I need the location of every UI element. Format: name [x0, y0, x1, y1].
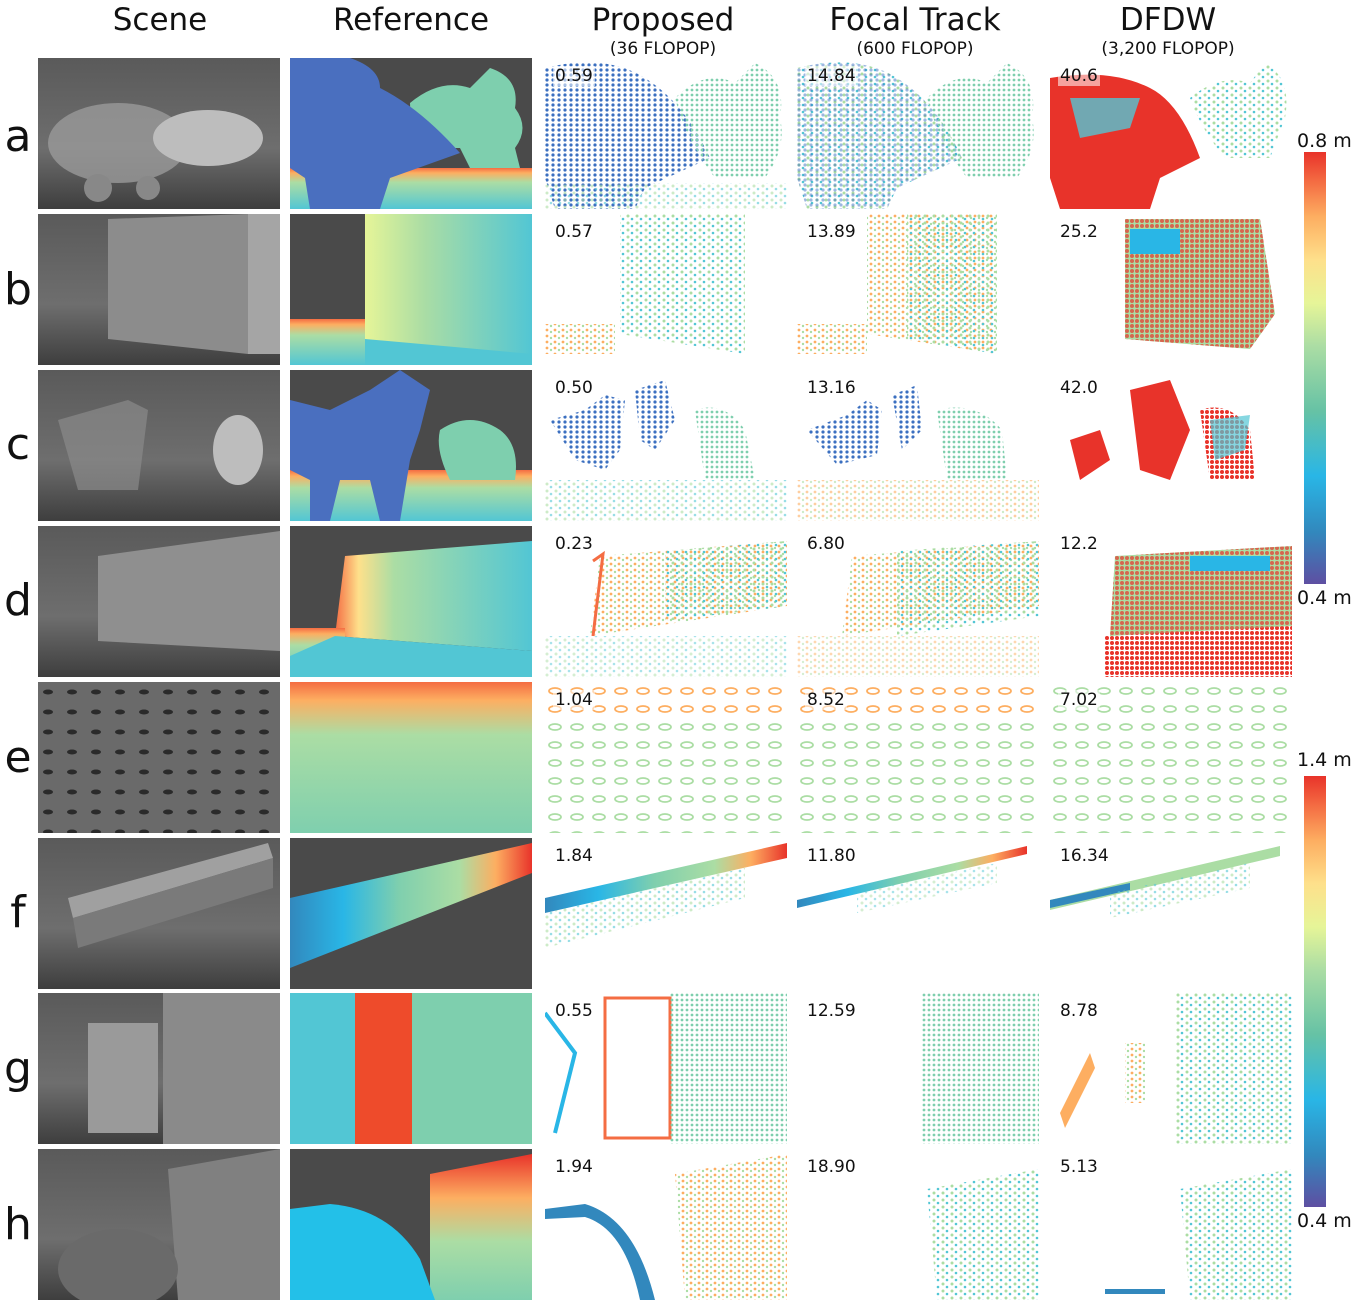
scene-image-e — [38, 682, 280, 833]
row-label: b — [4, 264, 32, 315]
scene-image-h — [38, 1149, 280, 1300]
error-value: 0.59 — [553, 66, 595, 86]
error-value: 6.80 — [805, 534, 847, 554]
error-value: 40.6 — [1058, 66, 1100, 86]
error-value: 7.02 — [1058, 690, 1100, 710]
error-value: 16.34 — [1058, 846, 1111, 866]
focal-track-depth-a: 14.84 — [797, 58, 1039, 209]
column-title: Scene — [112, 2, 208, 38]
focal-track-depth-f: 11.80 — [797, 838, 1039, 989]
error-value: 12.2 — [1058, 534, 1100, 554]
reference-depth-c — [290, 370, 532, 521]
scene-image-a — [38, 58, 280, 209]
column-title: Focal Track — [829, 2, 1001, 38]
scene-image-d — [38, 526, 280, 677]
proposed-depth-d: 0.23 — [545, 526, 787, 677]
dfdw-depth-d: 12.2 — [1050, 526, 1292, 677]
error-value: 18.90 — [805, 1157, 858, 1177]
error-value: 1.84 — [553, 846, 595, 866]
proposed-depth-a: 0.59 — [545, 58, 787, 209]
column-header-scene: Scene — [35, 0, 285, 40]
reference-depth-f — [290, 838, 532, 989]
dfdw-depth-a: 40.6 — [1050, 58, 1292, 209]
focal-track-depth-c: 13.16 — [797, 370, 1039, 521]
scene-image-b — [38, 214, 280, 365]
reference-depth-g — [290, 993, 532, 1144]
focal-track-depth-g: 12.59 — [797, 993, 1039, 1144]
column-header-dfdw: DFDW (3,200 FLOPOP) — [1043, 0, 1293, 58]
dfdw-depth-g: 8.78 — [1050, 993, 1292, 1144]
focal-track-depth-e: 8.52 — [797, 682, 1039, 833]
row-label: h — [4, 1199, 32, 1250]
scene-image-c — [38, 370, 280, 521]
focal-track-depth-d: 6.80 — [797, 526, 1039, 677]
error-value: 5.13 — [1058, 1157, 1100, 1177]
reference-depth-h — [290, 1149, 532, 1300]
scene-image-f — [38, 838, 280, 989]
dfdw-depth-b: 25.2 — [1050, 214, 1292, 365]
reference-depth-a — [290, 58, 532, 209]
row-label: d — [4, 575, 32, 626]
colorbar-top — [1304, 152, 1326, 584]
column-header-reference: Reference — [286, 0, 536, 40]
reference-depth-b — [290, 214, 532, 365]
dfdw-depth-h: 5.13 — [1050, 1149, 1292, 1300]
colorbar-bottom-max-label: 1.4 m — [1297, 749, 1352, 771]
error-value: 1.94 — [553, 1157, 595, 1177]
column-title: Proposed — [591, 2, 735, 38]
colorbar-bottom — [1304, 776, 1326, 1207]
column-title: DFDW — [1119, 2, 1217, 38]
row-label: e — [4, 732, 32, 783]
error-value: 1.04 — [553, 690, 595, 710]
scene-image-g — [38, 993, 280, 1144]
column-subtitle: (600 FLOPOP) — [856, 39, 974, 59]
error-value: 13.89 — [805, 222, 858, 242]
proposed-depth-f: 1.84 — [545, 838, 787, 989]
error-value: 12.59 — [805, 1001, 858, 1021]
row-label: g — [4, 1043, 32, 1094]
error-value: 8.78 — [1058, 1001, 1100, 1021]
error-value: 13.16 — [805, 378, 858, 398]
proposed-depth-e: 1.04 — [545, 682, 787, 833]
reference-depth-d — [290, 526, 532, 677]
proposed-depth-h: 1.94 — [545, 1149, 787, 1300]
error-value: 0.57 — [553, 222, 595, 242]
proposed-depth-g: 0.55 — [545, 993, 787, 1144]
error-value: 0.50 — [553, 378, 595, 398]
error-value: 8.52 — [805, 690, 847, 710]
focal-track-depth-b: 13.89 — [797, 214, 1039, 365]
proposed-depth-b: 0.57 — [545, 214, 787, 365]
column-subtitle: (36 FLOPOP) — [609, 39, 717, 59]
colorbar-bottom-min-label: 0.4 m — [1297, 1210, 1352, 1232]
focal-track-depth-h: 18.90 — [797, 1149, 1039, 1300]
row-label: a — [4, 111, 32, 162]
column-header-focal-track: Focal Track (600 FLOPOP) — [790, 0, 1040, 58]
column-title: Reference — [332, 2, 490, 38]
dfdw-depth-e: 7.02 — [1050, 682, 1292, 833]
reference-depth-e — [290, 682, 532, 833]
column-subtitle: (3,200 FLOPOP) — [1101, 39, 1235, 59]
error-value: 0.55 — [553, 1001, 595, 1021]
row-label: c — [5, 419, 31, 470]
dfdw-depth-c: 42.0 — [1050, 370, 1292, 521]
error-value: 11.80 — [805, 846, 858, 866]
colorbar-top-max-label: 0.8 m — [1297, 130, 1352, 152]
error-value: 0.23 — [553, 534, 595, 554]
proposed-depth-c: 0.50 — [545, 370, 787, 521]
dfdw-depth-f: 16.34 — [1050, 838, 1292, 989]
row-label: f — [10, 887, 26, 938]
error-value: 14.84 — [805, 66, 858, 86]
error-value: 25.2 — [1058, 222, 1100, 242]
column-header-proposed: Proposed (36 FLOPOP) — [538, 0, 788, 58]
colorbar-top-min-label: 0.4 m — [1297, 587, 1352, 609]
error-value: 42.0 — [1058, 378, 1100, 398]
